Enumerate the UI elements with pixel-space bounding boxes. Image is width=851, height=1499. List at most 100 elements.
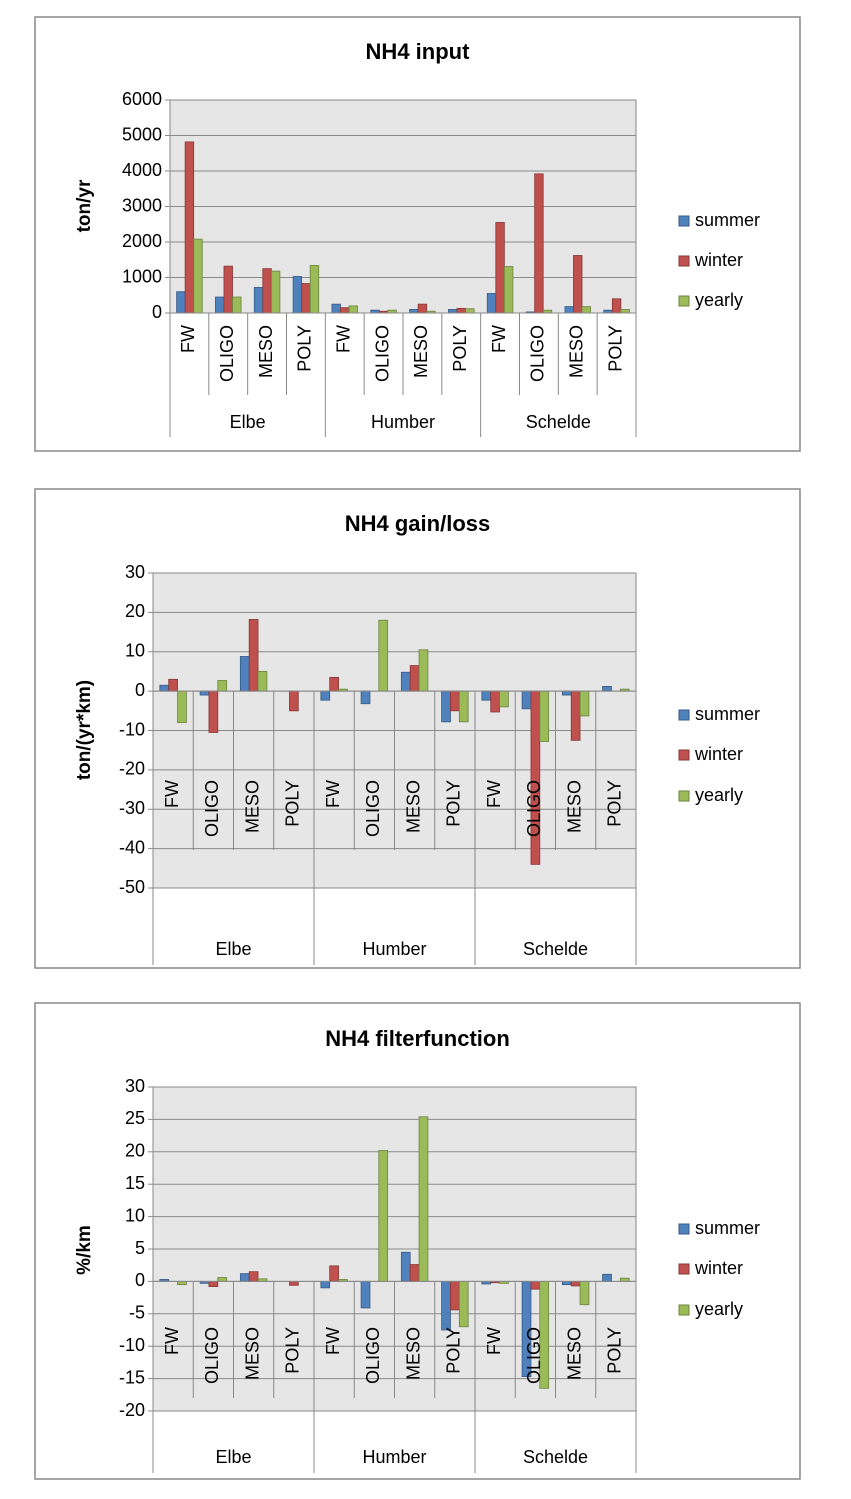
x-tick-label: POLY <box>444 1327 464 1374</box>
group-label: Elbe <box>215 939 251 959</box>
y-axis-label: ton/(yr*km) <box>74 680 95 780</box>
bar <box>340 307 350 314</box>
bar <box>248 619 259 692</box>
legend-label: yearly <box>695 1299 743 1319</box>
y-tick-label: 30 <box>125 562 145 582</box>
legend-label: yearly <box>695 290 743 310</box>
bar <box>579 1281 590 1306</box>
bar <box>177 690 187 724</box>
bar <box>208 690 219 733</box>
legend-marker <box>678 295 690 307</box>
bar <box>378 619 389 692</box>
bar <box>360 1281 371 1309</box>
x-tick-label: POLY <box>605 325 625 372</box>
x-tick-label: POLY <box>295 325 315 372</box>
bar <box>441 1281 451 1331</box>
y-tick-label: 20 <box>125 1141 145 1161</box>
group-label: Humber <box>362 939 426 959</box>
x-tick-label: FW <box>323 1327 343 1355</box>
bar <box>409 1264 420 1282</box>
x-tick-label: MESO <box>564 780 584 833</box>
x-tick-label: FW <box>162 780 182 808</box>
bar <box>193 238 203 314</box>
bar <box>301 283 311 314</box>
y-tick-label: -10 <box>119 1335 145 1355</box>
x-tick-label: MESO <box>403 780 423 833</box>
y-axis-label: ton/yr <box>74 179 95 232</box>
bar <box>458 690 469 723</box>
x-tick-label: MESO <box>567 325 587 378</box>
y-tick-label: 5000 <box>122 124 162 144</box>
group-label: Schelde <box>523 939 588 959</box>
bar <box>329 1265 339 1282</box>
bar <box>331 303 341 314</box>
bar <box>239 656 250 692</box>
bar <box>348 305 358 314</box>
bar <box>248 1271 259 1282</box>
bar <box>539 690 550 742</box>
bar <box>602 686 612 692</box>
y-tick-label: 10 <box>125 641 145 661</box>
bar <box>176 291 186 314</box>
bar <box>530 1281 541 1290</box>
legend-marker <box>678 1304 690 1316</box>
bar <box>465 308 475 314</box>
x-tick-label: POLY <box>444 780 464 827</box>
legend-marker <box>678 790 690 802</box>
bar <box>217 680 228 692</box>
y-tick-label: 0 <box>152 302 162 322</box>
group-label: Humber <box>371 412 435 432</box>
y-tick-label: 0 <box>135 680 145 700</box>
legend-label: yearly <box>695 785 743 805</box>
legend-marker <box>678 709 690 721</box>
bar <box>400 671 411 692</box>
y-tick-label: 5 <box>135 1238 145 1258</box>
y-tick-label: -50 <box>119 877 145 897</box>
chart-title: NH4 gain/loss <box>345 511 490 536</box>
y-tick-label: -40 <box>119 837 145 857</box>
legend-label: summer <box>695 1218 760 1238</box>
bar <box>417 303 428 314</box>
x-tick-label: OLIGO <box>528 325 548 382</box>
bar <box>289 690 299 712</box>
bar <box>581 306 591 314</box>
y-tick-label: 0 <box>135 1270 145 1290</box>
bar <box>564 306 574 314</box>
bar <box>418 1116 429 1282</box>
y-tick-label: 30 <box>125 1076 145 1096</box>
group-label: Humber <box>362 1447 426 1467</box>
x-tick-label: OLIGO <box>524 780 544 837</box>
bar <box>448 309 458 314</box>
group-label: Schelde <box>523 1447 588 1467</box>
group-label: Elbe <box>230 412 266 432</box>
bar <box>620 309 630 314</box>
y-tick-label: 1000 <box>122 266 162 286</box>
y-tick-label: -20 <box>119 1400 145 1420</box>
chart-title: NH4 input <box>366 39 471 64</box>
bar <box>561 690 572 696</box>
y-tick-label: -30 <box>119 798 145 818</box>
bar <box>232 296 242 314</box>
bar <box>441 690 451 723</box>
x-tick-label: FW <box>178 325 198 353</box>
bar <box>168 678 178 692</box>
x-tick-label: OLIGO <box>372 325 392 382</box>
y-tick-label: -20 <box>119 759 145 779</box>
bar <box>456 307 466 314</box>
legend-label: winter <box>694 744 743 764</box>
y-axis-label: %/km <box>74 1225 95 1275</box>
bar <box>329 676 339 692</box>
bar <box>289 1281 299 1286</box>
legend-label: winter <box>694 250 743 270</box>
x-tick-label: POLY <box>605 1327 625 1374</box>
x-tick-label: MESO <box>403 1327 423 1380</box>
bar <box>262 268 272 314</box>
bar <box>503 266 514 314</box>
bar <box>521 690 532 710</box>
x-tick-label: POLY <box>283 1327 303 1374</box>
y-tick-label: -15 <box>119 1367 145 1387</box>
x-tick-label: FW <box>323 780 343 808</box>
legend-marker <box>678 255 690 267</box>
y-tick-label: 3000 <box>122 195 162 215</box>
bar <box>409 665 420 692</box>
